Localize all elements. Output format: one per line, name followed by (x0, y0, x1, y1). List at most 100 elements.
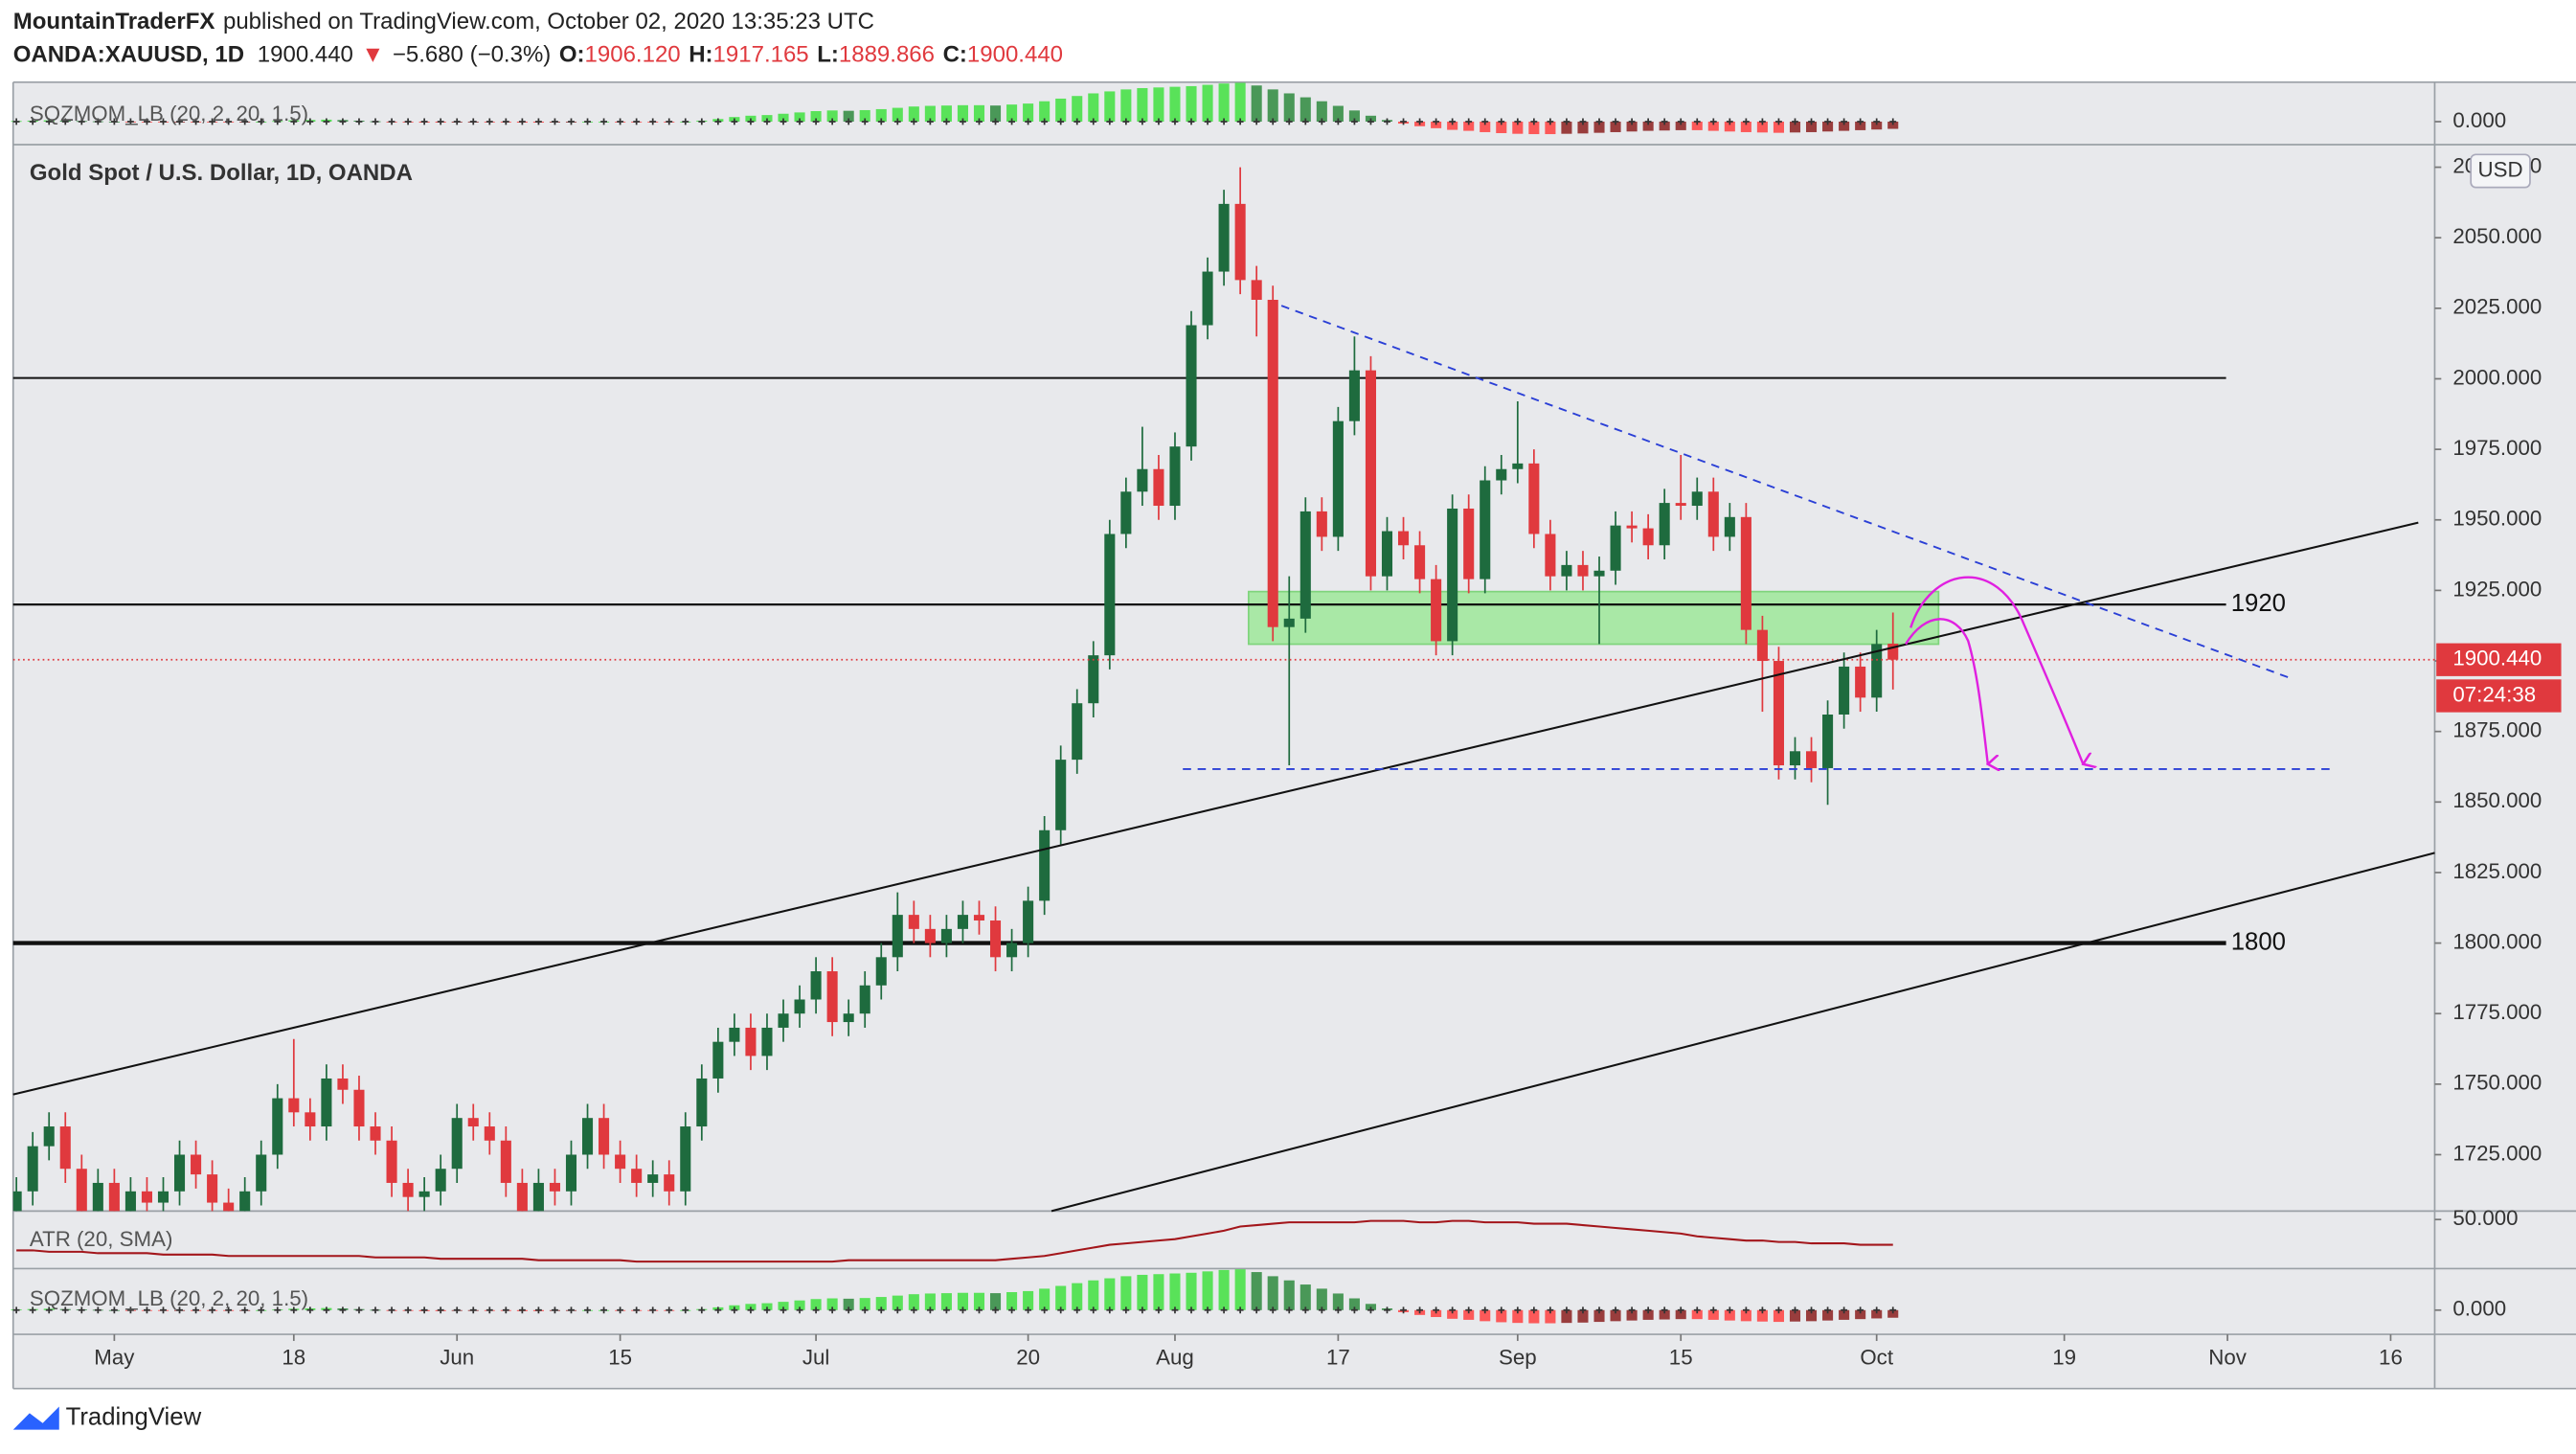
x-tick-label: Oct (1860, 1346, 1893, 1370)
momentum-bar (1871, 121, 1883, 130)
candle-body (1512, 463, 1524, 469)
candle-body (924, 928, 936, 943)
candle-body (664, 1174, 675, 1192)
momentum-bar (1463, 121, 1475, 131)
squeeze-cross (763, 1306, 771, 1314)
momentum-bar (1822, 1309, 1834, 1321)
squeeze-cross (1236, 1306, 1244, 1314)
squeeze-cross (241, 1306, 249, 1314)
momentum-bar (1447, 1309, 1458, 1319)
candle-body (1545, 534, 1556, 577)
squeeze-cross (796, 118, 803, 125)
candle-body (191, 1154, 202, 1175)
squeeze-cross (225, 118, 233, 125)
squeeze-cross (1873, 118, 1881, 125)
squeeze-cross (420, 1306, 428, 1314)
momentum-bar (1626, 121, 1638, 132)
squeeze-cross (502, 118, 509, 125)
squeeze-cross (1758, 1306, 1766, 1314)
x-tick-label: Nov (2208, 1346, 2248, 1370)
candle-body (1496, 468, 1507, 481)
squeeze-cross (209, 118, 216, 125)
brand: TradingView (66, 1403, 202, 1430)
candle-body (1659, 503, 1670, 546)
squeeze-cross (61, 118, 69, 125)
candle-body (516, 1182, 528, 1212)
level-label: 1920 (2231, 590, 2286, 617)
x-tick-label: 20 (1016, 1346, 1040, 1370)
squeeze-cross (1481, 118, 1489, 125)
candle-body (435, 1169, 446, 1192)
squeeze-cross (372, 118, 379, 125)
candle-body (1822, 714, 1834, 768)
momentum-bar (1316, 1288, 1327, 1310)
squeeze-cross (534, 1306, 542, 1314)
momentum-bar (1006, 104, 1018, 122)
squeeze-cross (339, 118, 347, 125)
projection-arrow (1905, 618, 1988, 763)
momentum-bar (843, 1298, 854, 1310)
high-value: 1917.165 (713, 42, 809, 68)
momentum-bar (957, 104, 968, 122)
candle-body (305, 1112, 316, 1127)
squeeze-cross (1742, 118, 1750, 125)
squeeze-cross (469, 1306, 477, 1314)
momentum-bar (1023, 103, 1034, 122)
x-tick-label: 15 (1669, 1346, 1693, 1370)
momentum-bar (892, 107, 903, 122)
candle-body (1120, 491, 1132, 534)
squeeze-cross (1073, 118, 1081, 125)
candle-body (859, 985, 870, 1014)
squeeze-cross (910, 1306, 917, 1314)
squeeze-cross (274, 1306, 282, 1314)
candle-body (500, 1140, 511, 1183)
squeeze-cross (1187, 1306, 1195, 1314)
momentum-bar (908, 1294, 919, 1310)
momentum-bar (1283, 1280, 1295, 1310)
squeeze-cross (94, 1306, 102, 1314)
momentum-bar (1871, 1309, 1883, 1319)
candle-body (1414, 545, 1426, 579)
squeeze-cross (1122, 1306, 1130, 1314)
candle-body (353, 1089, 365, 1127)
momentum-bar (1756, 1309, 1768, 1322)
squeeze-cross (192, 118, 200, 125)
squeeze-cross (1857, 1306, 1864, 1314)
squeeze-cross (404, 118, 412, 125)
candle-body (940, 928, 952, 943)
squeeze-cross (877, 118, 885, 125)
squeeze-cross (1628, 118, 1636, 125)
momentum-bar (1299, 97, 1311, 122)
squeeze-cross (176, 1306, 183, 1314)
candle-body (647, 1174, 659, 1183)
momentum-bar (1104, 1278, 1116, 1310)
squeeze-cross (1841, 1306, 1848, 1314)
momentum-bar (1855, 1309, 1866, 1320)
squeeze-cross (1808, 1306, 1815, 1314)
y-tick-label: 2000.000 (2452, 365, 2542, 389)
squeeze-cross (1269, 118, 1277, 125)
squeeze-cross (1792, 1306, 1798, 1314)
candle-body (729, 1027, 740, 1042)
momentum-bar (1480, 121, 1491, 132)
candle-body (1675, 503, 1686, 507)
open-label: O: (559, 42, 585, 68)
candle-body (761, 1027, 773, 1056)
candle-body (59, 1126, 71, 1170)
candle-body (1887, 644, 1899, 660)
squeeze-cross (1841, 118, 1848, 125)
countdown-label: 07:24:38 (2452, 682, 2536, 706)
momentum-bar (826, 110, 838, 122)
squeeze-cross (812, 1306, 820, 1314)
candle-body (272, 1098, 283, 1155)
y-tick-label: 1950.000 (2452, 507, 2542, 531)
momentum-bar (1659, 121, 1670, 131)
dashed-trend-line (1280, 305, 2293, 680)
squeeze-cross (1530, 1306, 1538, 1314)
momentum-bar (1773, 1309, 1784, 1323)
squeeze-cross (1726, 118, 1733, 125)
candle-body (631, 1169, 643, 1183)
candle-body (1072, 703, 1083, 761)
candle-body (1724, 516, 1735, 537)
x-tick-label: Aug (1156, 1346, 1194, 1370)
